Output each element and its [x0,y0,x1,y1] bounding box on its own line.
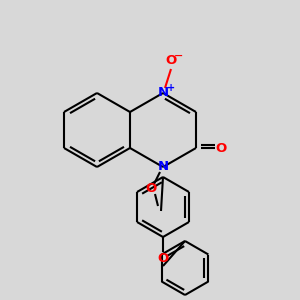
Text: N: N [158,160,169,173]
Text: O: O [215,142,226,154]
Text: N: N [158,86,169,100]
Text: −: − [174,51,184,61]
Text: +: + [167,83,175,93]
Text: O: O [165,55,177,68]
Text: O: O [146,182,157,196]
Text: O: O [158,253,169,266]
